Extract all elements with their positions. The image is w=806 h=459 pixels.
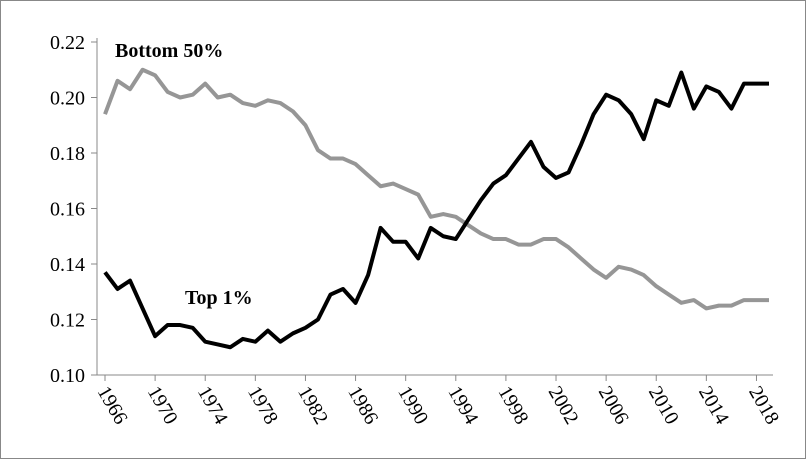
y-tick-label: 0.12: [50, 310, 85, 332]
line-series: [103, 70, 769, 350]
series-label: Bottom 50%: [115, 40, 223, 62]
series-label: Top 1%: [185, 287, 253, 309]
y-tick-label: 0.22: [50, 32, 85, 54]
y-tick-label: 0.18: [50, 143, 85, 165]
y-tick-label: 0.10: [50, 365, 85, 387]
line-series: [103, 67, 769, 311]
y-tick-label: 0.16: [50, 199, 85, 221]
y-tick-label: 0.20: [50, 88, 85, 110]
y-tick-label: 0.14: [50, 254, 85, 276]
